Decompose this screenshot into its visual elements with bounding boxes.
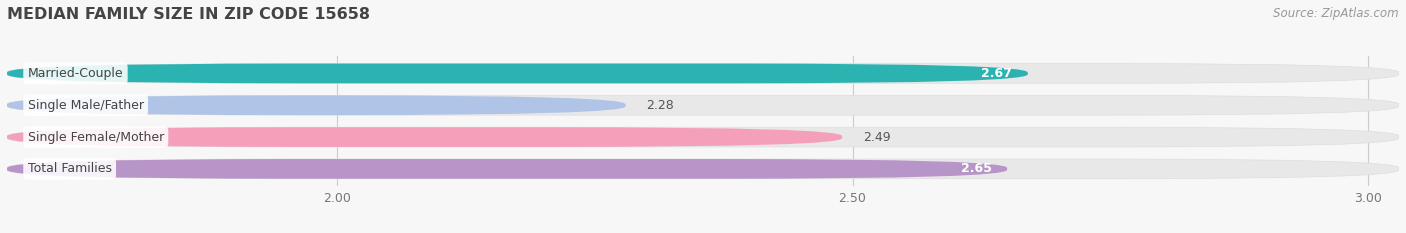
FancyBboxPatch shape <box>7 127 1399 147</box>
FancyBboxPatch shape <box>7 64 1399 83</box>
Text: Total Families: Total Families <box>28 162 111 175</box>
Text: 2.67: 2.67 <box>981 67 1012 80</box>
Text: Married-Couple: Married-Couple <box>28 67 124 80</box>
Text: 2.49: 2.49 <box>863 130 890 144</box>
FancyBboxPatch shape <box>7 127 842 147</box>
FancyBboxPatch shape <box>7 159 1399 179</box>
Text: Single Female/Mother: Single Female/Mother <box>28 130 165 144</box>
FancyBboxPatch shape <box>7 159 1007 179</box>
FancyBboxPatch shape <box>7 95 1399 115</box>
Text: Source: ZipAtlas.com: Source: ZipAtlas.com <box>1274 7 1399 20</box>
FancyBboxPatch shape <box>7 95 626 115</box>
Text: 2.28: 2.28 <box>647 99 673 112</box>
Text: Single Male/Father: Single Male/Father <box>28 99 143 112</box>
Text: 2.65: 2.65 <box>960 162 991 175</box>
FancyBboxPatch shape <box>7 64 1028 83</box>
Text: MEDIAN FAMILY SIZE IN ZIP CODE 15658: MEDIAN FAMILY SIZE IN ZIP CODE 15658 <box>7 7 370 22</box>
